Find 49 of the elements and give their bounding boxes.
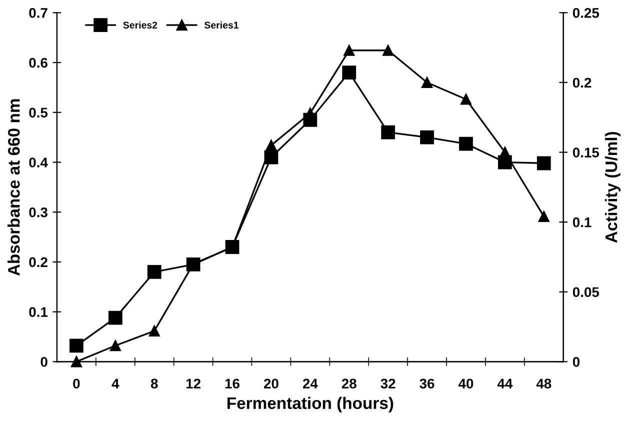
point <box>110 340 121 352</box>
y-axis-title: Absorbance at 660 nm <box>8 99 20 276</box>
y-tick-label: 0.5 <box>29 108 48 118</box>
x-tick-label: 0 <box>73 378 80 389</box>
point <box>382 44 394 56</box>
point <box>70 338 84 353</box>
y2-axis-title: Activity (U/ml) <box>604 132 621 243</box>
point <box>108 310 122 325</box>
point <box>266 140 277 151</box>
y-tick-label: 0.1 <box>29 307 48 317</box>
y-tick-label: 0.4 <box>29 158 48 168</box>
y2-tick-label: 0.2 <box>572 78 592 88</box>
x-tick-label: 32 <box>380 378 396 389</box>
x-tick-label: 8 <box>150 378 158 389</box>
point <box>381 125 396 140</box>
y2-tick-label: 0.15 <box>572 148 600 158</box>
x-tick-label: 4 <box>112 378 120 388</box>
y-tick-label: 0.3 <box>29 207 48 218</box>
y2-tick-label: 0 <box>572 357 580 367</box>
x-tick-label: 40 <box>458 378 474 389</box>
y2-tick-label: 0.05 <box>572 287 600 298</box>
x-axis-title: Fermentation (hours) <box>227 396 394 412</box>
y-tick-label: 0.2 <box>29 257 48 268</box>
x-tick-label: 48 <box>536 378 552 389</box>
point <box>421 76 433 88</box>
point <box>459 136 473 151</box>
point <box>70 356 82 368</box>
legend-label: Series1 <box>204 21 239 29</box>
point <box>536 156 551 170</box>
y-tick-label: 0.7 <box>29 8 48 18</box>
x-tick-label: 44 <box>497 378 513 388</box>
legend-label: Series2 <box>123 21 158 29</box>
y2-tick-label: 0.25 <box>572 8 600 18</box>
point <box>538 210 550 222</box>
point <box>342 66 356 80</box>
point <box>420 130 434 144</box>
point <box>148 325 160 337</box>
x-tick-label: 12 <box>186 378 200 388</box>
x-tick-label: 16 <box>225 378 240 389</box>
x-tick-label: 20 <box>264 378 278 389</box>
x-tick-label: 36 <box>420 378 434 389</box>
y-tick-label: 0.6 <box>29 58 48 68</box>
x-tick-label: 28 <box>342 378 356 389</box>
y2-tick-label: 0.1 <box>572 217 592 228</box>
point <box>460 94 472 105</box>
x-tick-label: 24 <box>302 378 318 388</box>
point <box>344 44 355 56</box>
point <box>147 264 162 279</box>
y-tick-label: 0 <box>40 357 48 367</box>
